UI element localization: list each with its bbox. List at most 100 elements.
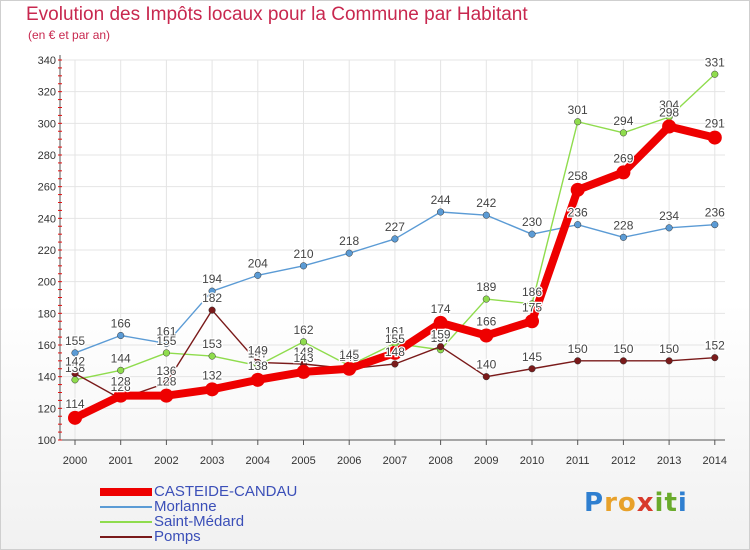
data-label-morlanne: 166 — [111, 317, 131, 331]
data-label-saint-m-dard: 153 — [202, 337, 222, 351]
y-tick-label: 200 — [38, 277, 56, 289]
x-tick-label: 2007 — [383, 455, 407, 467]
data-point-casteide-candau — [159, 388, 174, 403]
data-point-pomps — [665, 357, 673, 365]
data-label-pomps: 145 — [339, 350, 359, 364]
data-point-saint-m-dard — [162, 349, 170, 357]
data-point-saint-m-dard — [619, 129, 627, 137]
data-label-casteide-candau: 258 — [568, 169, 588, 183]
legend-label: Saint-Médard — [154, 513, 245, 530]
data-point-saint-m-dard — [574, 118, 582, 126]
data-label-casteide-candau: 269 — [613, 151, 633, 165]
data-point-pomps — [391, 360, 399, 368]
data-label-saint-m-dard: 331 — [705, 55, 725, 69]
data-label-casteide-candau: 291 — [705, 117, 725, 131]
data-point-casteide-candau — [113, 388, 128, 403]
data-label-saint-m-dard: 189 — [476, 280, 496, 294]
logo-letter: o — [617, 488, 637, 518]
legend-label: Morlanne — [154, 498, 217, 515]
legend-label: Pomps — [154, 528, 201, 545]
chart-subtitle: (en € et par an) — [28, 28, 111, 42]
data-label-pomps: 182 — [202, 291, 222, 305]
legend-swatch — [100, 536, 152, 538]
data-label-morlanne: 230 — [522, 215, 542, 229]
data-label-pomps: 150 — [568, 342, 588, 356]
data-label-casteide-candau: 128 — [156, 375, 176, 389]
data-label-saint-m-dard: 157 — [431, 331, 451, 345]
data-label-morlanne: 155 — [65, 334, 85, 348]
data-point-morlanne — [528, 230, 536, 238]
data-point-pomps — [71, 369, 79, 378]
x-tick-label: 2002 — [154, 455, 178, 467]
data-label-pomps: 148 — [293, 345, 313, 359]
data-label-casteide-candau: 298 — [659, 106, 679, 120]
data-label-morlanne: 236 — [568, 206, 588, 220]
data-point-casteide-candau — [616, 165, 631, 180]
data-point-morlanne — [117, 331, 125, 340]
data-point-saint-m-dard — [117, 366, 125, 374]
x-tick-label: 2009 — [474, 455, 498, 467]
data-label-casteide-candau: 138 — [248, 359, 268, 373]
y-tick-label: 340 — [38, 55, 56, 67]
x-tick-label: 2001 — [108, 455, 132, 467]
data-label-pomps: 149 — [248, 343, 268, 357]
y-tick-label: 100 — [38, 435, 56, 447]
data-label-saint-m-dard: 304 — [659, 98, 679, 112]
data-point-casteide-candau — [342, 361, 357, 376]
x-tick-label: 2000 — [63, 455, 87, 467]
data-point-morlanne — [619, 233, 627, 241]
data-label-casteide-candau: 128 — [111, 375, 131, 389]
data-label-saint-m-dard: 301 — [568, 103, 588, 117]
data-point-morlanne — [345, 249, 353, 257]
x-tick-label: 2006 — [337, 455, 361, 467]
data-label-saint-m-dard: 138 — [65, 361, 85, 375]
data-label-casteide-candau: 175 — [522, 300, 542, 314]
data-label-morlanne: 242 — [476, 196, 496, 210]
data-point-casteide-candau — [387, 345, 402, 360]
data-label-saint-m-dard: 147 — [248, 347, 268, 361]
data-label-pomps: 150 — [613, 342, 633, 356]
data-point-pomps — [619, 357, 627, 365]
legend-label: CASTEIDE-CANDAU — [154, 483, 298, 500]
data-label-pomps: 148 — [385, 345, 405, 359]
data-point-morlanne — [711, 221, 719, 229]
data-label-pomps: 152 — [705, 339, 725, 353]
axis-layer: 100 120 140 160 180 200 220 240 260 280 300 320 340 2… — [38, 55, 727, 467]
data-label-morlanne: 161 — [156, 324, 176, 338]
data-label-saint-m-dard: 162 — [293, 323, 313, 337]
data-point-casteide-candau — [479, 328, 494, 343]
data-label-casteide-candau: 143 — [293, 351, 313, 365]
data-label-morlanne: 236 — [705, 206, 725, 220]
data-label-morlanne: 227 — [385, 220, 405, 234]
data-point-casteide-candau — [662, 119, 677, 134]
data-label-casteide-candau: 132 — [202, 368, 222, 382]
y-tick-label: 240 — [38, 213, 56, 225]
data-point-casteide-candau — [433, 315, 448, 330]
data-point-pomps — [254, 358, 262, 366]
data-label-pomps: 142 — [65, 355, 85, 369]
data-label-pomps: 145 — [522, 350, 542, 364]
data-label-casteide-candau: 155 — [385, 332, 405, 346]
data-label-pomps: 140 — [476, 358, 496, 372]
y-tick-label: 120 — [38, 403, 56, 415]
data-point-morlanne — [482, 211, 490, 219]
logo-letter: i — [677, 488, 688, 518]
y-tick-label: 140 — [38, 372, 56, 384]
data-point-pomps — [482, 373, 490, 381]
data-point-morlanne — [299, 262, 308, 270]
y-tick-label: 180 — [38, 308, 56, 320]
x-tick-label: 2008 — [428, 455, 452, 467]
logo-letter: i — [654, 488, 665, 518]
data-label-morlanne: 194 — [202, 272, 222, 286]
data-point-morlanne — [162, 339, 170, 347]
x-tick-label: 2012 — [611, 455, 635, 467]
data-point-morlanne — [208, 287, 216, 295]
data-point-casteide-candau — [525, 314, 539, 329]
data-label-casteide-candau: 145 — [339, 348, 359, 362]
chart-title: Evolution des Impôts locaux pour la Comm… — [26, 4, 528, 25]
data-point-morlanne — [574, 221, 582, 229]
data-label-casteide-candau: 174 — [431, 302, 451, 316]
data-point-saint-m-dard — [482, 295, 490, 303]
data-point-pomps — [574, 357, 582, 365]
data-label-morlanne: 244 — [431, 193, 451, 207]
